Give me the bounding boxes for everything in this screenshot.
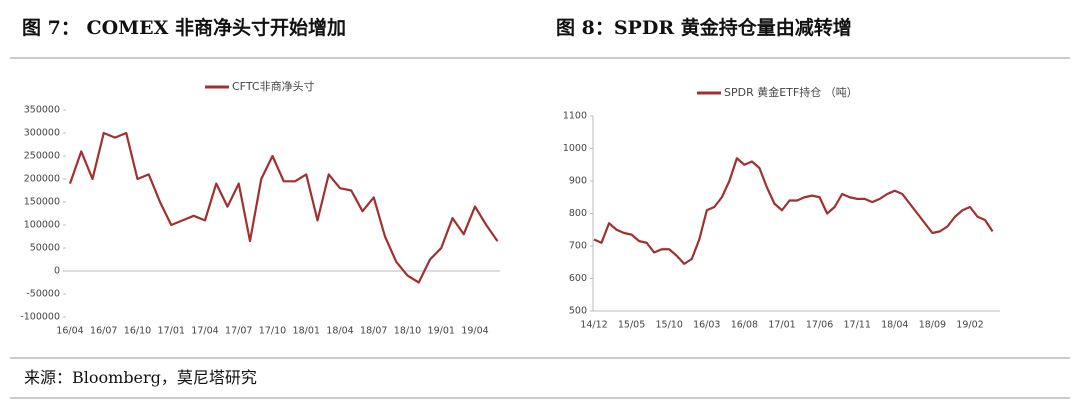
y-tick-label: 1000	[563, 143, 587, 154]
x-tick-label: 19/02	[956, 320, 983, 331]
x-tick-label: 17/04	[191, 326, 218, 337]
x-tick-label: 18/04	[881, 320, 908, 331]
y-tick-label: 0	[54, 266, 60, 277]
data-line	[593, 157, 994, 265]
x-tick-label: 18/01	[293, 326, 320, 337]
y-tick-label: 300000	[24, 128, 60, 139]
y-tick-label: -50000	[26, 289, 60, 300]
x-tick-label: 16/03	[693, 320, 720, 331]
x-tick-label: 15/10	[656, 320, 683, 331]
chart-title: 图 8：SPDR 黄金持仓量由减转增	[556, 16, 852, 39]
y-tick-label: 50000	[30, 243, 60, 254]
y-tick-label: 700	[569, 241, 587, 252]
x-tick-label: 17/10	[259, 326, 286, 337]
x-tick-label: 19/04	[461, 326, 488, 337]
chart-title: 图 7： COMEX 非商净头寸开始增加	[22, 16, 346, 39]
x-tick-label: 18/09	[919, 320, 946, 331]
x-tick-label: 17/01	[768, 320, 795, 331]
source-note: 来源：Bloomberg，莫尼塔研究	[24, 368, 257, 387]
x-tick-label: 16/08	[731, 320, 758, 331]
data-line	[68, 131, 499, 284]
y-tick-label: -100000	[20, 312, 60, 323]
x-tick-label: 16/04	[56, 326, 83, 337]
y-tick-label: 800	[569, 208, 587, 219]
x-tick-label: 14/12	[580, 320, 607, 331]
y-tick-label: 150000	[24, 197, 60, 208]
y-tick-label: 250000	[24, 151, 60, 162]
x-tick-label: 18/10	[394, 326, 421, 337]
y-tick-label: 100000	[24, 220, 60, 231]
x-tick-label: 17/07	[225, 326, 252, 337]
x-tick-label: 17/06	[806, 320, 833, 331]
x-tick-label: 17/11	[844, 320, 871, 331]
legend-label: CFTC非商净头寸	[232, 79, 315, 93]
y-tick-label: 500	[569, 306, 587, 317]
x-tick-label: 16/07	[90, 326, 117, 337]
x-tick-label: 18/04	[326, 326, 353, 337]
x-tick-label: 17/01	[158, 326, 185, 337]
x-tick-label: 18/07	[360, 326, 387, 337]
x-tick-label: 15/05	[618, 320, 645, 331]
y-tick-label: 900	[569, 176, 587, 187]
y-tick-label: 200000	[24, 174, 60, 185]
legend-label: SPDR 黄金ETF持仓 （吨）	[724, 85, 858, 99]
x-tick-label: 16/10	[124, 326, 151, 337]
y-tick-label: 600	[569, 273, 587, 284]
y-tick-label: 350000	[24, 105, 60, 116]
y-tick-label: 1100	[563, 111, 587, 122]
x-tick-label: 19/01	[428, 326, 455, 337]
